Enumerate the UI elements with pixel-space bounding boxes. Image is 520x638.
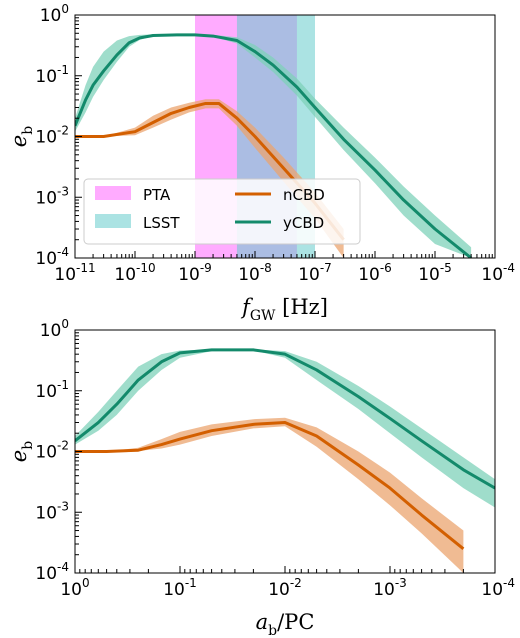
- x-tick-label: 100: [60, 576, 89, 600]
- x-tick-label: 10-11: [54, 261, 95, 285]
- y-axis-label: eb: [7, 441, 36, 462]
- x-tick-label: 10-3: [373, 576, 407, 600]
- ycbd-line: [75, 33, 473, 258]
- legend: PTA LSST nCBD yCBD: [83, 178, 361, 245]
- y-tick-label: 10-4: [35, 560, 69, 584]
- ycbd-uncertainty-band: [75, 349, 495, 508]
- y-tick-label: 10-1: [35, 378, 69, 402]
- legend-pta-swatch: [95, 186, 131, 200]
- x-tick-label: 10-9: [178, 261, 212, 285]
- legend-pta-label: PTA: [143, 186, 171, 204]
- plot-area: [75, 348, 495, 573]
- legend-lsst-swatch: [95, 214, 131, 228]
- x-tick-label: 10-8: [238, 261, 272, 285]
- x-axis-label: fGW [Hz]: [240, 295, 328, 324]
- x-tick-label: 10-5: [418, 261, 452, 285]
- x-tick-label: 10-10: [114, 261, 155, 285]
- x-tick-label: 10-4: [481, 261, 515, 285]
- legend-lsst-label: LSST: [143, 214, 180, 232]
- x-tick-label: 10-2: [268, 576, 302, 600]
- x-tick-label: 10-1: [163, 576, 197, 600]
- y-tick-label: 100: [40, 2, 69, 26]
- legend-ncbd-label: nCBD: [283, 186, 325, 204]
- ncbd-line: [75, 421, 465, 550]
- top-panel: 10-11 10-10 10-9 10-8 10-7 10-6 10-5 10-4 100 10-…: [7, 2, 515, 324]
- x-tick-label: 10-4: [481, 576, 515, 600]
- legend-ycbd-label: yCBD: [283, 214, 324, 232]
- ncbd-line: [75, 101, 345, 241]
- y-tick-label: 10-4: [35, 245, 69, 269]
- x-axis-label: ab/PC: [256, 610, 315, 638]
- x-tick-label: 10-7: [298, 261, 332, 285]
- y-tick-label: 10-1: [35, 63, 69, 87]
- ncbd-uncertainty-band: [75, 417, 464, 573]
- bottom-panel: 100 10-1 10-2 10-3 10-410010-110-210-310-4ab…: [7, 317, 515, 638]
- y-axis-label: eb: [7, 126, 36, 147]
- y-tick-label: 10-2: [35, 439, 69, 463]
- ycbd-line: [75, 348, 495, 490]
- y-tick-label: 10-2: [35, 124, 69, 148]
- y-tick-label: 10-3: [35, 499, 69, 523]
- x-tick-label: 10-6: [358, 261, 392, 285]
- y-tick-label: 10-3: [35, 184, 69, 208]
- y-tick-label: 100: [40, 317, 69, 341]
- legend-box: [83, 178, 361, 245]
